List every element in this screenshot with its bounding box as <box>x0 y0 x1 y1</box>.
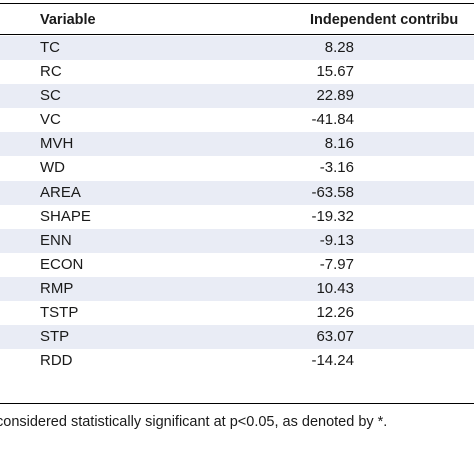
cell-contribution: 15.67 <box>316 63 354 81</box>
table-row: RMP 10.43 <box>0 276 474 302</box>
cell-contribution: -9.13 <box>319 231 354 249</box>
cell-variable: MVH <box>40 135 74 153</box>
table-row: STP 63.07 <box>0 325 474 350</box>
table-row: TSTP 12.26 <box>0 301 474 325</box>
cell-variable: SC <box>40 87 61 105</box>
cell-contribution: -63.58 <box>311 183 354 201</box>
cell-variable: STP <box>40 328 70 346</box>
cell-variable: TSTP <box>40 304 79 322</box>
cell-variable: TC <box>40 39 60 56</box>
cell-contribution: -3.16 <box>319 159 354 177</box>
cell-contribution: -41.84 <box>311 111 354 129</box>
cell-contribution: 10.43 <box>316 279 354 297</box>
header-independent-contribution: Independent contribu <box>310 12 459 28</box>
table-row: SHAPE -19.32 <box>0 205 474 229</box>
table-row: MVH 8.16 <box>0 132 474 157</box>
table-row: RC 15.67 <box>0 60 474 84</box>
table-header: Variable Independent contribu <box>0 5 474 34</box>
cell-variable: ENN <box>40 231 72 249</box>
cell-contribution: -19.32 <box>311 207 354 225</box>
cell-contribution: 12.26 <box>316 304 354 322</box>
table-row: TC 8.28 <box>0 36 474 61</box>
table-row: ENN -9.13 <box>0 228 474 253</box>
cell-variable: RMP <box>40 279 74 297</box>
cell-contribution: 8.16 <box>324 135 354 153</box>
cell-variable: RC <box>40 63 62 81</box>
cell-contribution: 63.07 <box>316 328 354 346</box>
cell-variable: VC <box>40 111 61 129</box>
table-top-rule <box>0 3 474 4</box>
cell-variable: RDD <box>40 352 73 370</box>
header-variable: Variable <box>40 12 96 28</box>
cell-variable: SHAPE <box>40 207 91 225</box>
cell-variable: ECON <box>40 255 84 273</box>
table-row: VC -41.84 <box>0 108 474 132</box>
cell-contribution: -14.24 <box>311 352 354 370</box>
cell-contribution: -7.97 <box>319 255 354 273</box>
table-row: AREA -63.58 <box>0 180 474 205</box>
table-row: ECON -7.97 <box>0 253 474 277</box>
table-row: RDD -14.24 <box>0 349 474 373</box>
table-header-rule <box>0 34 474 35</box>
cell-contribution: 22.89 <box>316 87 354 105</box>
table-bottom-rule <box>0 403 474 404</box>
cell-contribution: 8.28 <box>324 39 354 56</box>
table-row: SC 22.89 <box>0 84 474 109</box>
table-row: WD -3.16 <box>0 156 474 180</box>
table-footnote: considered statistically significant at … <box>0 414 388 430</box>
cell-variable: AREA <box>40 183 81 201</box>
cell-variable: WD <box>40 159 65 177</box>
table-body: TC 8.28 RC 15.67 SC 22.89 VC -41.84 MVH 8.16 WD -3.… <box>0 36 474 373</box>
